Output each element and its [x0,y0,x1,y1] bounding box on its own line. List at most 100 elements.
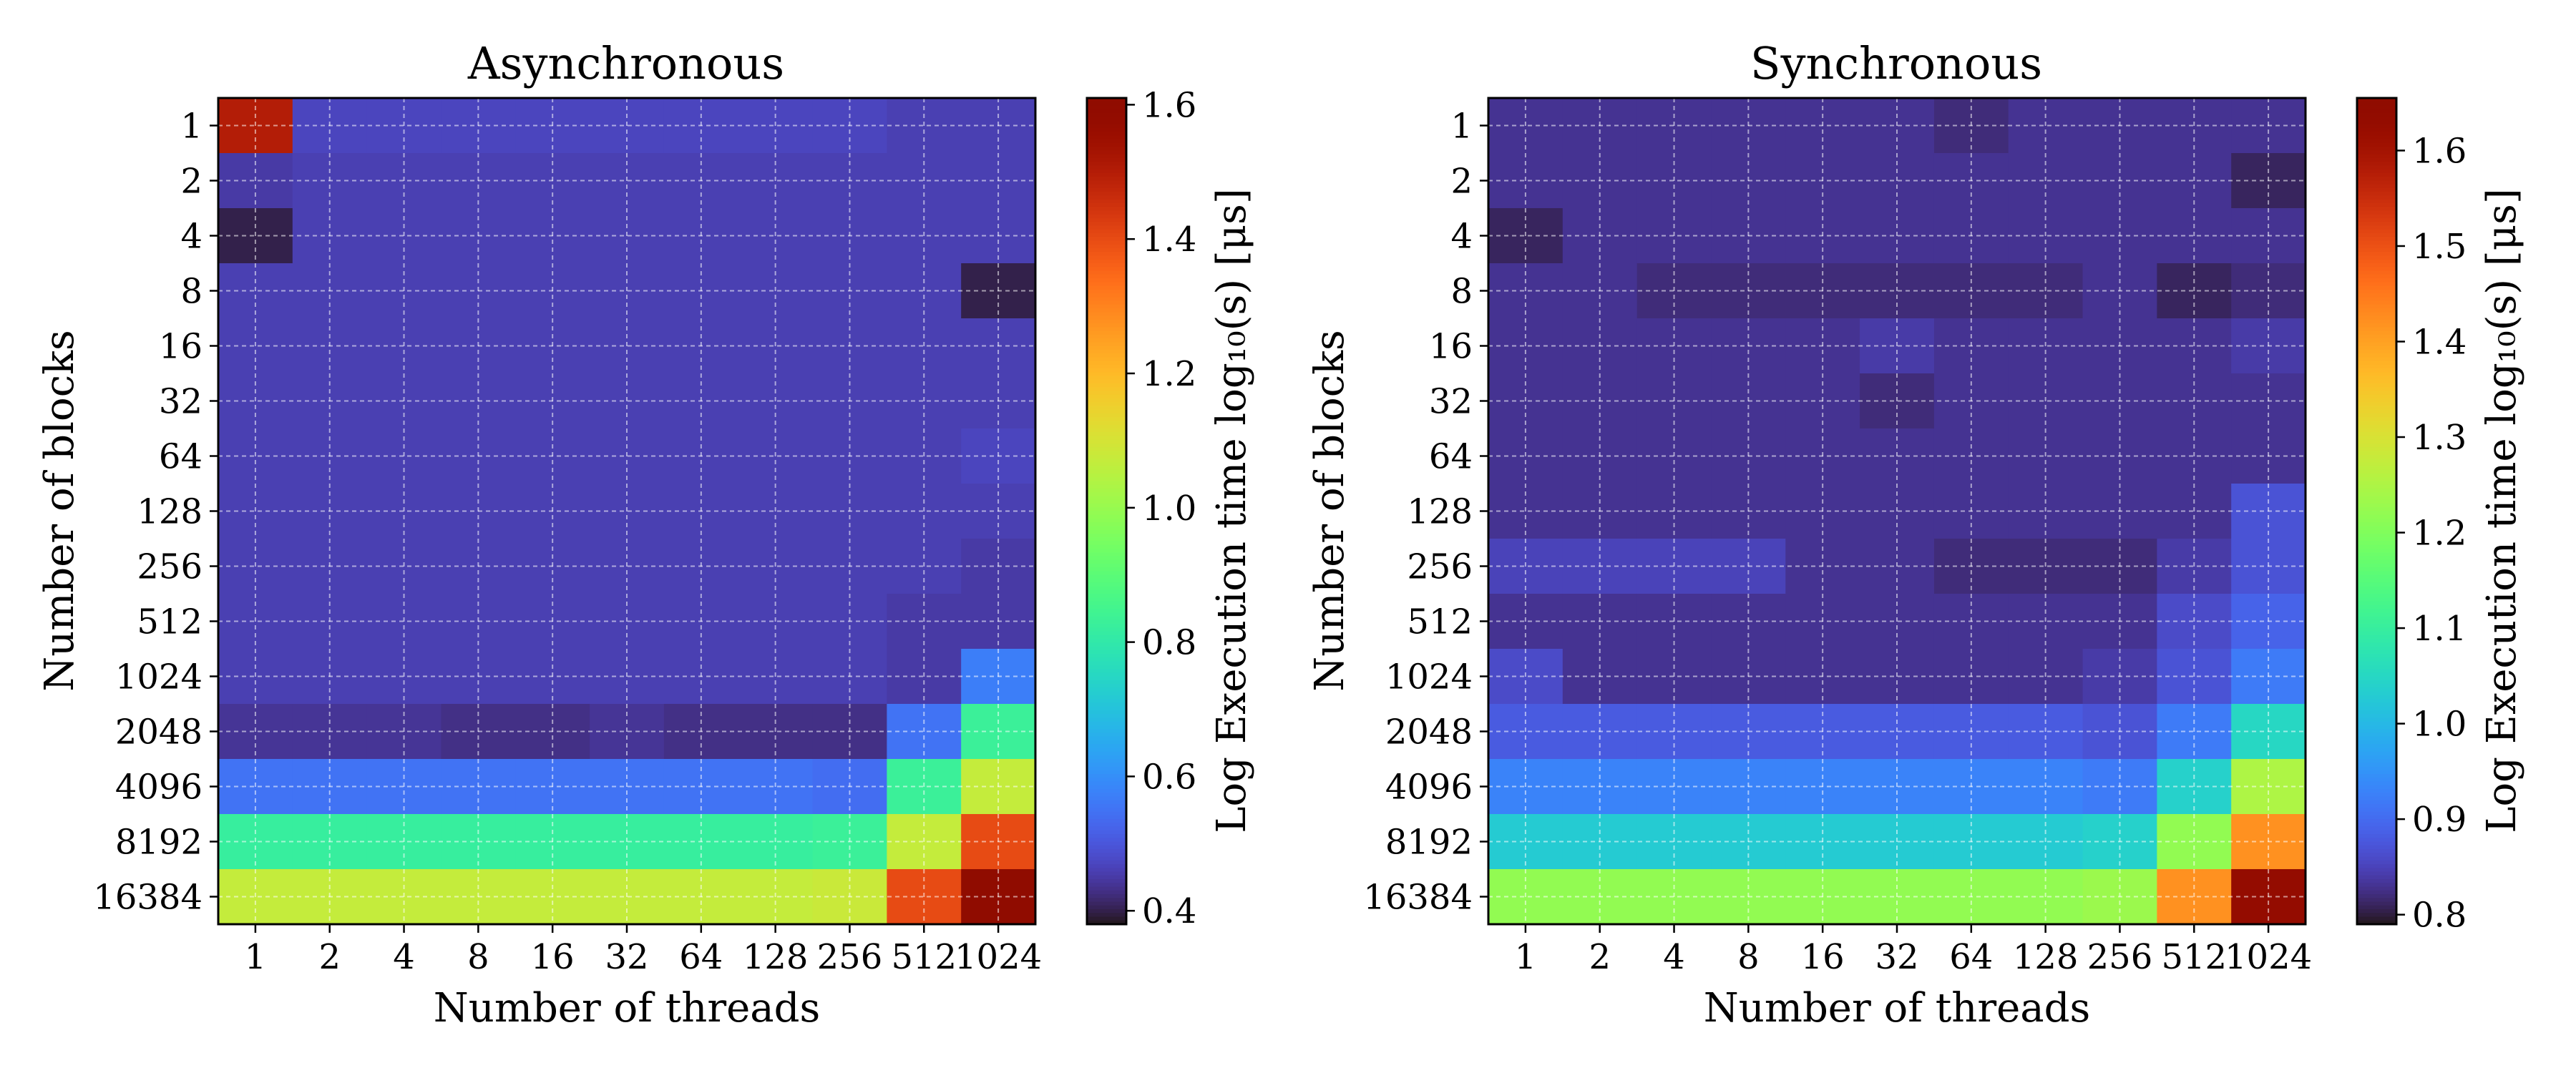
colorbar-strip [2357,808,2396,813]
colorbar-strip [2357,819,2396,824]
colorbar-strip [1087,853,1126,858]
y-tick-label: 4096 [1385,768,1473,808]
colorbar-strip [1087,218,1126,223]
y-axis-label: Number of blocks [36,330,83,691]
colorbar-strip [1087,691,1126,696]
colorbar-strip [1087,424,1126,429]
colorbar-strip [2357,748,2396,753]
colorbar-strip [2357,459,2396,464]
colorbar-strip [2357,162,2396,167]
y-tick-label: 16384 [1363,878,1473,918]
colorbar-strip [2357,469,2396,474]
colorbar-strip [2357,225,2396,230]
colorbar-strip [1087,669,1126,674]
y-tick-label: 64 [159,437,203,477]
colorbar-strip [1087,635,1126,640]
colorbar-strip [2357,424,2396,429]
colorbar-strip [2357,604,2396,609]
colorbar-strip [2357,890,2396,895]
colorbar-strip [1087,826,1126,831]
colorbar-strip [1087,444,1126,449]
y-tick-label: 4 [180,217,203,257]
colorbar-strip [1087,436,1126,441]
colorbar-strip [2357,132,2396,137]
colorbar-strip [1087,868,1126,873]
colorbar-strip [1087,838,1126,843]
colorbar-strip [2357,770,2396,775]
colorbar-strip [2357,210,2396,215]
x-tick-label: 128 [2013,937,2079,977]
colorbar-strip [2357,383,2396,388]
colorbar-strip [1087,466,1126,471]
colorbar-strip [2357,913,2396,918]
colorbar-strip [2357,665,2396,670]
colorbar-strip [1087,199,1126,204]
y-tick-label: 32 [1429,382,1473,422]
colorbar-strip [2357,319,2396,324]
colorbar-strip [2357,244,2396,249]
colorbar-strip [1087,744,1126,749]
x-tick-label: 8 [467,937,489,977]
y-tick-label: 2 [1450,162,1473,202]
colorbar-tick-label: 0.8 [1142,623,1196,663]
colorbar-strip [2357,229,2396,234]
colorbar-strip [1087,240,1126,245]
colorbar-strip [1087,376,1126,381]
colorbar-strip [2357,654,2396,659]
colorbar-strip [1087,845,1126,850]
colorbar-strip [2357,342,2396,347]
colorbar-strip [2357,522,2396,527]
colorbar-strip [2357,402,2396,407]
x-tick-label: 32 [1875,937,1918,977]
colorbar-strip [1087,319,1126,324]
colorbar-strip [1087,432,1126,437]
colorbar-strip [2357,725,2396,730]
colorbar-strip [2357,871,2396,876]
colorbar-strip [1087,158,1126,163]
colorbar-strip [2357,635,2396,640]
colorbar-strip [2357,120,2396,125]
x-tick-label: 1024 [955,937,1042,977]
x-tick-label: 2 [318,937,341,977]
colorbar-strip [2357,537,2396,542]
colorbar-strip [1087,856,1126,861]
x-tick-label: 4 [393,937,415,977]
colorbar-strip [2357,609,2396,614]
colorbar-strip [2357,282,2396,287]
colorbar-strip [1087,811,1126,816]
colorbar-strip [2357,278,2396,283]
colorbar-strip [2357,766,2396,771]
colorbar-strip [2357,263,2396,268]
colorbar-strip [2357,489,2396,494]
colorbar-strip [2357,755,2396,760]
colorbar-strip [1087,676,1126,681]
colorbar-strip [1087,120,1126,125]
colorbar-strip [1087,586,1126,591]
colorbar-strip [1087,916,1126,921]
colorbar-strip [1087,759,1126,764]
colorbar-strip [2357,559,2396,564]
colorbar-strip [1087,147,1126,152]
colorbar-strip [2357,830,2396,835]
colorbar-strip [1087,619,1126,624]
colorbar-strip [2357,199,2396,204]
colorbar-strip [1087,639,1126,644]
colorbar-strip [2357,744,2396,749]
colorbar-strip [2357,594,2396,599]
colorbar-strip [1087,909,1126,914]
colorbar-strip [1087,379,1126,384]
colorbar-strip [1087,841,1126,846]
y-tick-label: 512 [137,602,203,642]
colorbar-strip [1087,263,1126,268]
colorbar-strip [1087,207,1126,212]
colorbar-strip [2357,353,2396,358]
colorbar-strip [2357,312,2396,317]
colorbar-strip [2357,905,2396,910]
colorbar-strip [1087,338,1126,343]
colorbar-strip [1087,113,1126,118]
colorbar-strip [2357,526,2396,531]
colorbar-strip [1087,913,1126,918]
colorbar-strip [1087,571,1126,576]
